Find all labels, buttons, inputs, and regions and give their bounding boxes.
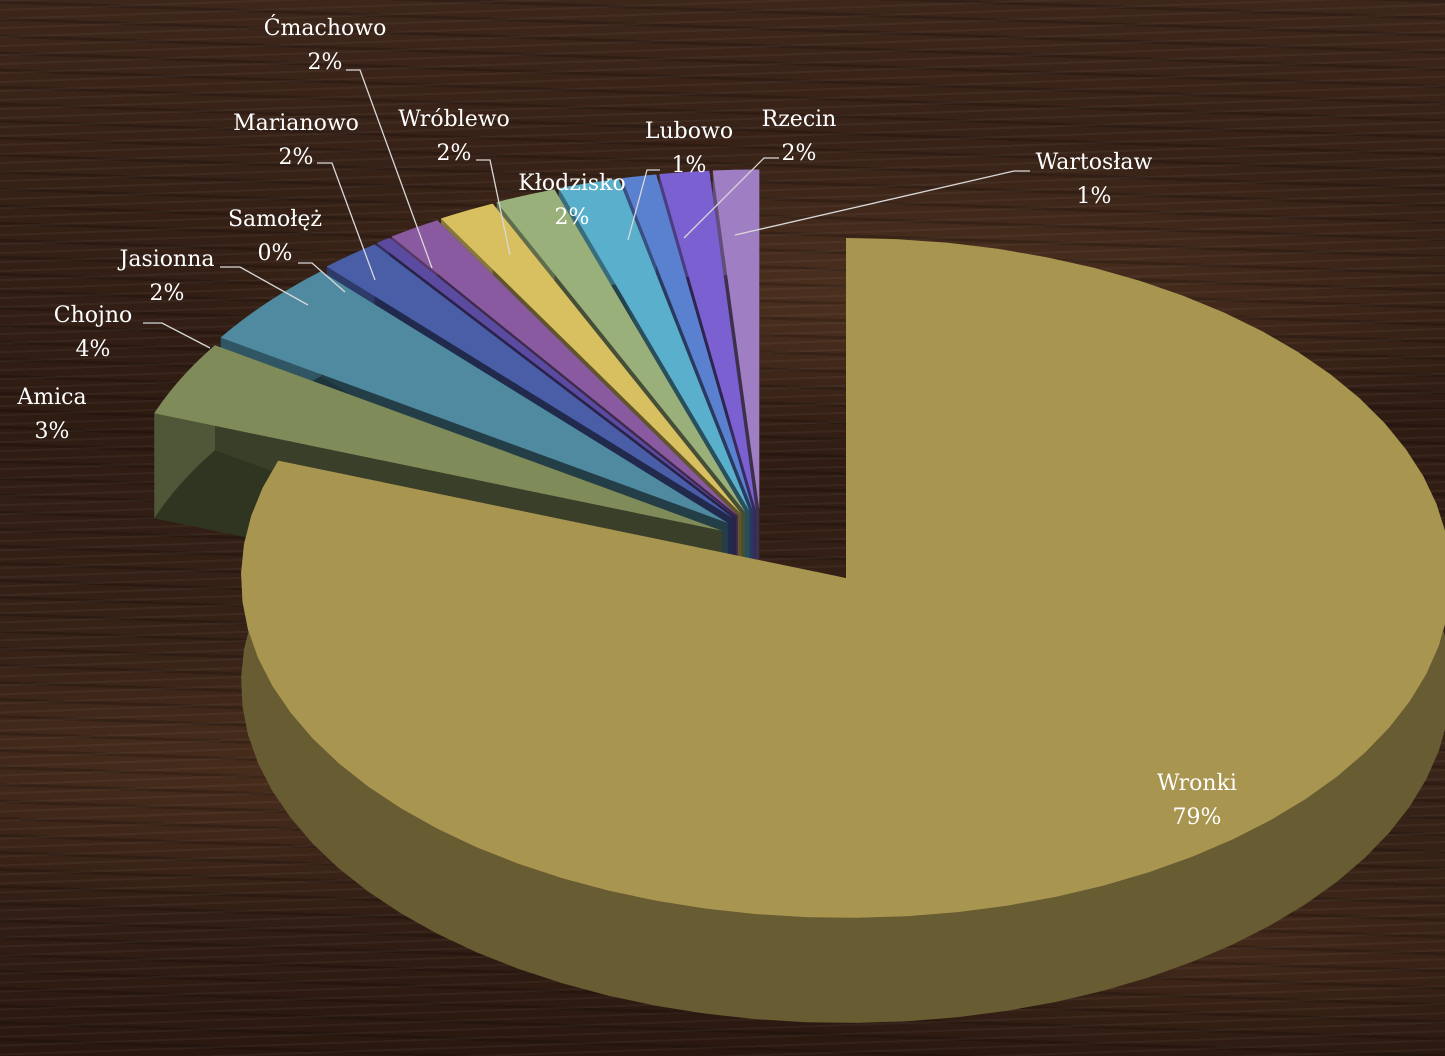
slice-lubowo (622, 174, 753, 511)
slice-c-machowo (441, 203, 742, 514)
leader-line-c-machowo (346, 69, 433, 269)
label-percent-samo-e-z: 0% (258, 241, 293, 266)
label-chojno: Chojno 4% (54, 303, 132, 362)
slice-k-odzisko (558, 178, 750, 511)
label-percent-marianowo: 2% (279, 145, 314, 170)
slice-wronki (241, 238, 1445, 918)
label-percent-amica: 3% (35, 419, 70, 444)
label-name-amica: Amica (16, 385, 86, 410)
leader-line-jasionna (220, 266, 309, 306)
label-percent-jasionna: 2% (150, 281, 185, 306)
slice-chojno (220, 271, 728, 523)
label-wro-blewo: Wróblewo 2% (398, 107, 510, 166)
label-c-machowo: Ćmachowo 2% (264, 14, 387, 75)
label-name-wro-blewo: Wróblewo (398, 107, 510, 132)
label-name-chojno: Chojno (54, 303, 132, 328)
label-percent-chojno: 4% (76, 337, 111, 362)
label-name-lubowo: Lubowo (645, 119, 733, 144)
label-name-jasionna: Jasionna (118, 247, 215, 272)
leader-line-wartos-aw (734, 170, 1030, 236)
label-wronki: Wronki 79% (1157, 771, 1237, 830)
label-marianowo: Marianowo 2% (233, 111, 359, 170)
label-lubowo: Lubowo 1% (645, 119, 733, 178)
label-percent-rzecin: 2% (782, 141, 817, 166)
leader-line-lubowo (627, 169, 660, 241)
label-percent-k-odzisko: 2% (555, 205, 590, 230)
slice-wro-blewo (496, 189, 746, 513)
label-name-c-machowo: Ćmachowo (264, 14, 387, 41)
label-percent-wartos-aw: 1% (1077, 184, 1112, 209)
label-wartos-aw: Wartosław 1% (1036, 150, 1153, 209)
leader-line-marianowo (317, 162, 376, 281)
leader-line-wro-blewo (476, 159, 511, 256)
label-percent-lubowo: 1% (672, 153, 707, 178)
label-samo-e-z: Samołęż 0% (228, 207, 322, 266)
label-percent-c-machowo: 2% (308, 50, 343, 75)
slice-marianowo (391, 220, 738, 516)
leader-line-rzecin (683, 157, 779, 239)
slice-jasionna (326, 244, 734, 519)
slice-amica (154, 345, 723, 531)
data-labels: Wronki 79% Amica 3% Chojno 4% Jasionna 2% Samołę… (16, 14, 1237, 830)
label-name-wronki: Wronki (1157, 771, 1237, 796)
leader-line-samo-e-z (298, 262, 346, 293)
label-percent-wro-blewo: 2% (437, 141, 472, 166)
slice-samo-e-z (376, 237, 736, 517)
label-name-k-odzisko: Kłodzisko (518, 171, 625, 196)
label-name-wartos-aw: Wartosław (1036, 150, 1153, 175)
label-name-samo-e-z: Samołęż (228, 207, 322, 232)
slice-wartos-aw (712, 169, 760, 510)
slice-rzecin (659, 170, 756, 510)
label-name-marianowo: Marianowo (233, 111, 359, 136)
leader-line-chojno (143, 322, 211, 349)
label-amica: Amica 3% (16, 385, 86, 444)
label-rzecin: Rzecin 2% (762, 107, 837, 166)
label-name-rzecin: Rzecin (762, 107, 837, 132)
slice-tops (154, 169, 1445, 918)
label-k-odzisko: Kłodzisko 2% (518, 171, 625, 230)
leader-lines (143, 69, 1030, 349)
label-jasionna: Jasionna 2% (118, 247, 215, 306)
label-percent-wronki: 79% (1173, 805, 1222, 830)
